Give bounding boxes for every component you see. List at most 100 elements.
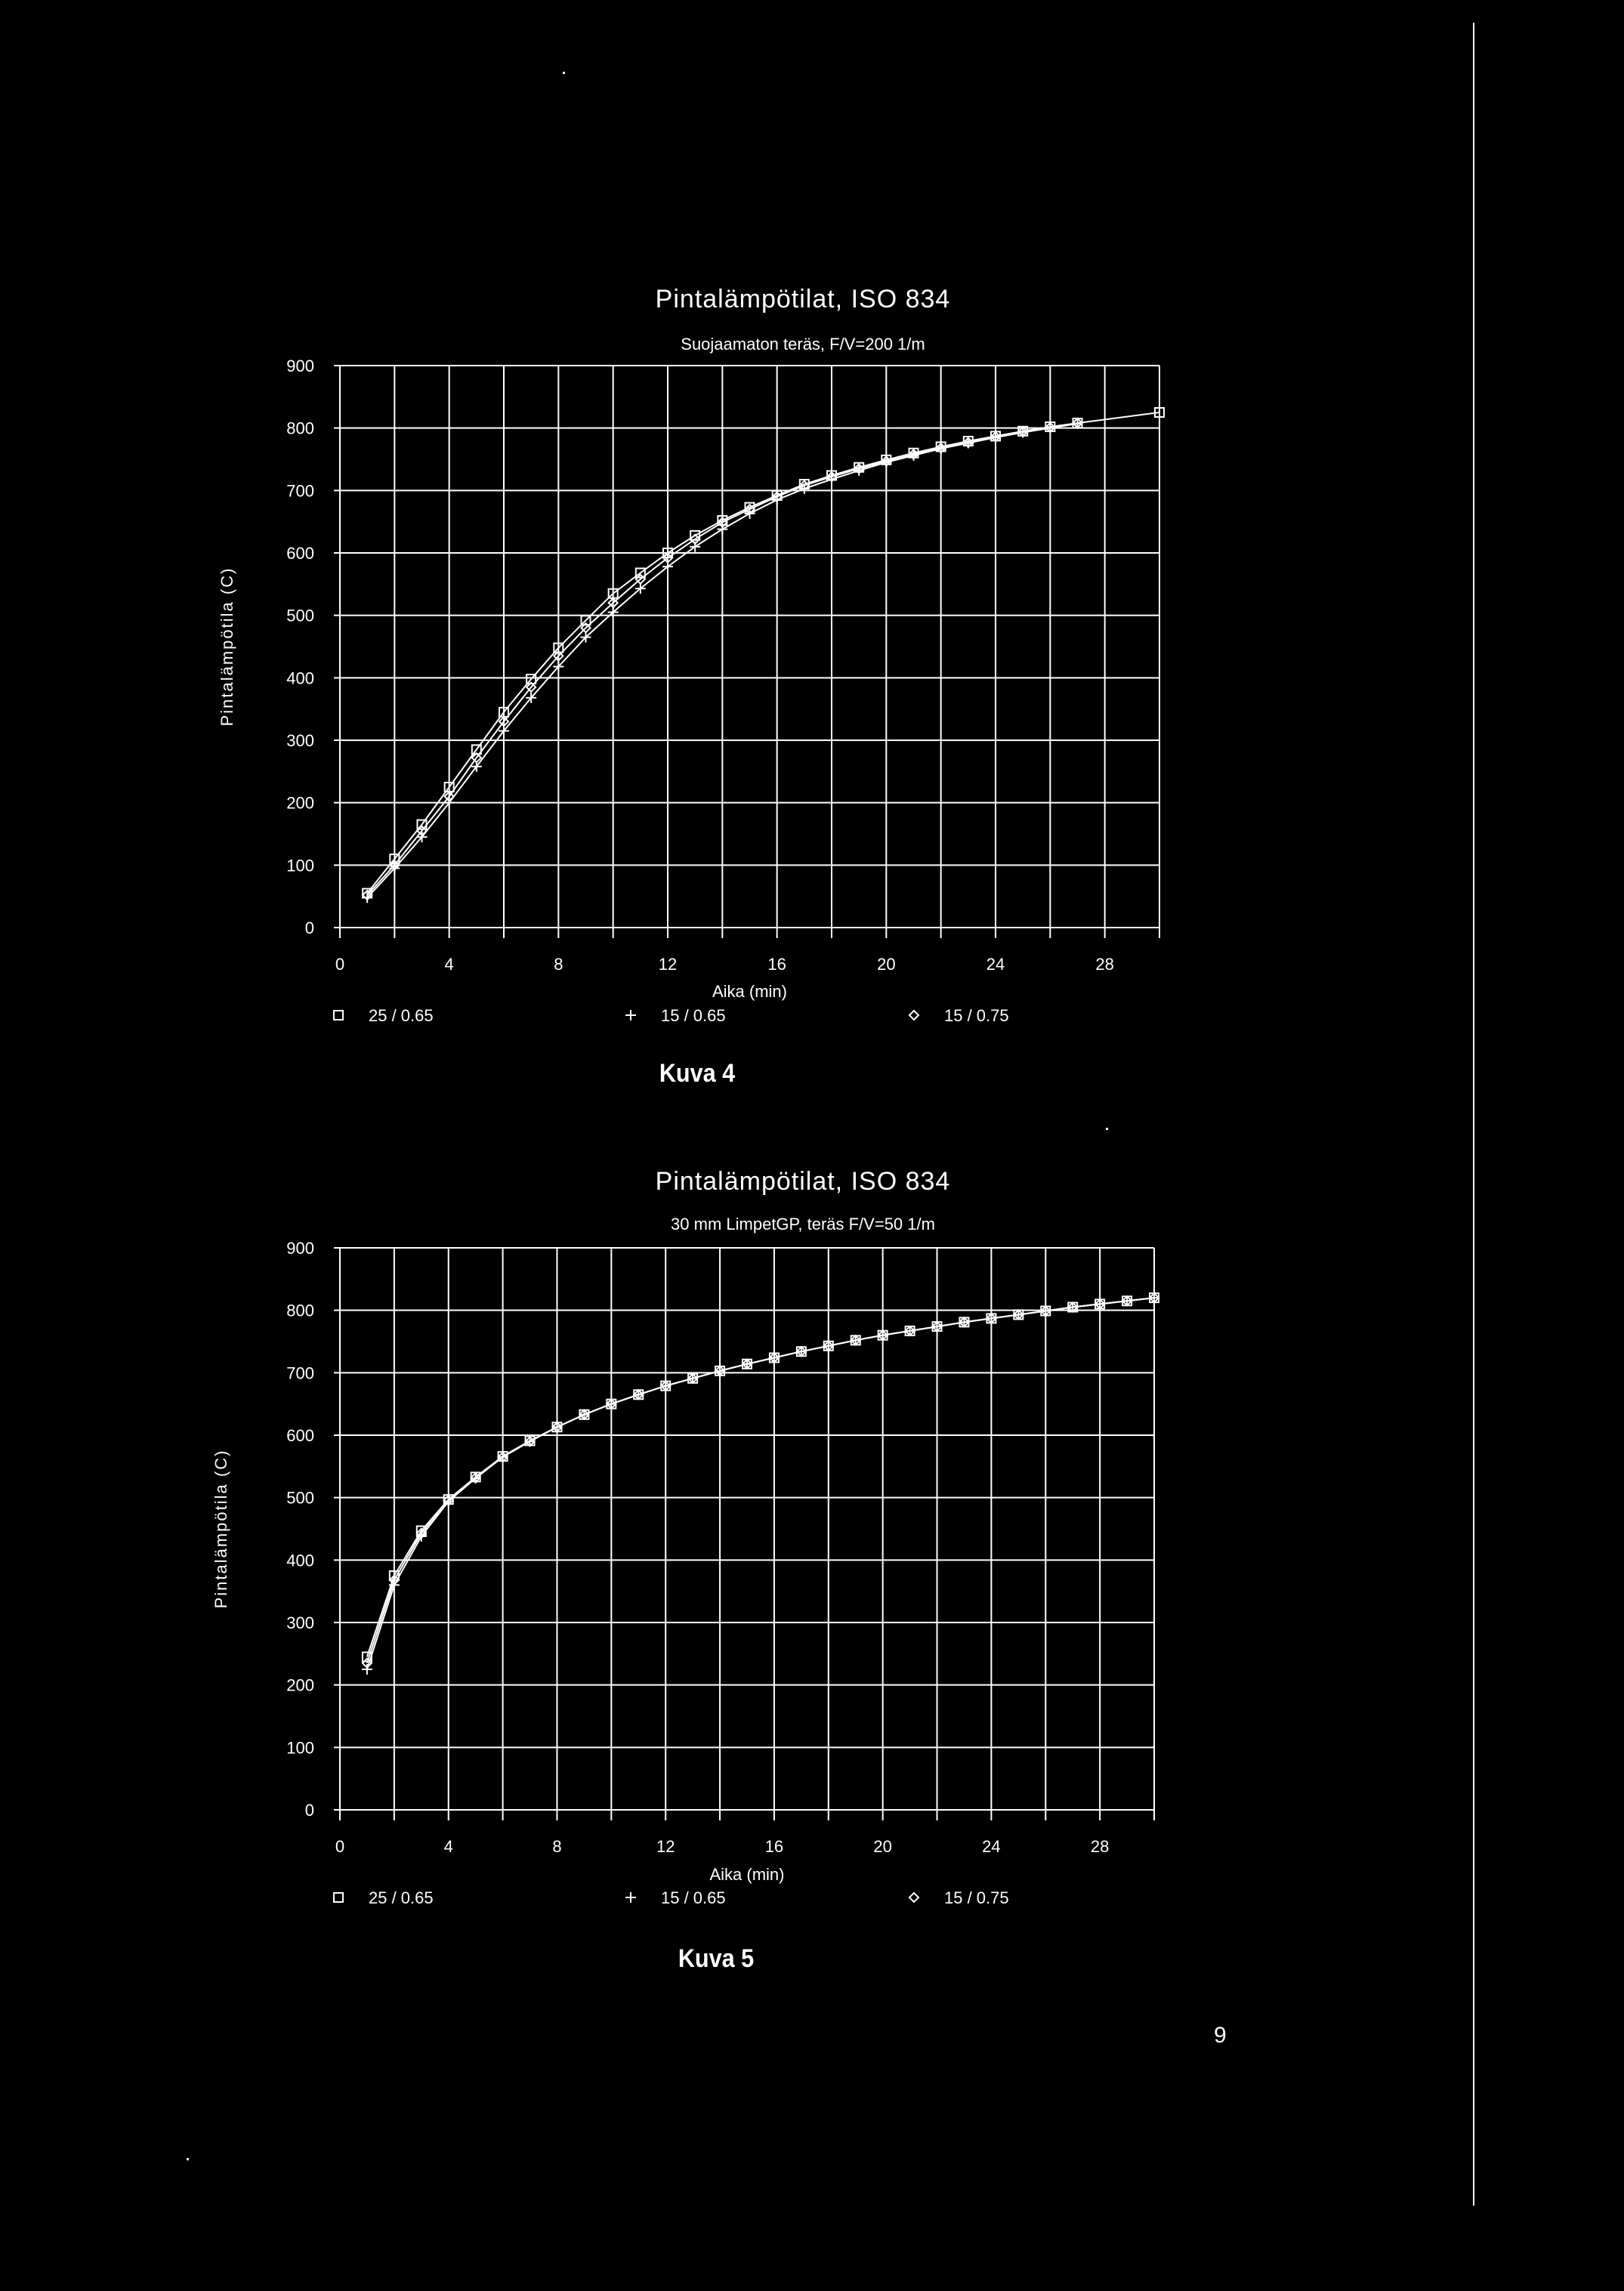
legend-item: 15 / 0.75: [908, 1006, 1009, 1025]
data-point: [605, 1398, 617, 1410]
x-tick-label: 0: [335, 1837, 344, 1856]
data-point: [607, 597, 619, 609]
series-line: [366, 1297, 1155, 1670]
data-point: [525, 681, 537, 693]
data-point: [877, 1329, 889, 1342]
legend-label: 15 / 0.75: [944, 1888, 1009, 1907]
data-point: [880, 455, 892, 467]
x-tick-label: 8: [552, 1837, 561, 1856]
y-tick-label: 800: [286, 419, 314, 438]
chart-kuva-4: Pintalämpötilat, ISO 834 Suojaamaton terä…: [218, 285, 1165, 1025]
data-point: [850, 1334, 862, 1346]
chart-title: Pintalämpötilat, ISO 834: [656, 285, 951, 313]
series-line: [366, 412, 1160, 894]
data-point: [1012, 1309, 1024, 1320]
data-point: [1067, 1301, 1079, 1313]
data-point: [498, 715, 510, 727]
legend-item: 25 / 0.65: [333, 1006, 434, 1025]
y-tick-label: 400: [286, 1551, 314, 1570]
data-point: [361, 1657, 373, 1669]
data-point: [741, 1358, 753, 1370]
x-tick-label: 24: [986, 955, 1005, 974]
data-point: [388, 1574, 400, 1586]
x-tick-label: 28: [1095, 955, 1113, 974]
y-tick-label: 200: [286, 1676, 314, 1695]
data-point: [1154, 407, 1165, 418]
x-tick-label: 16: [765, 1837, 783, 1856]
y-tick-label: 100: [286, 1738, 314, 1757]
chart-kuva-5: Pintalämpötilat, ISO 834 30 mm LimpetGP, …: [211, 1167, 1160, 1907]
data-point: [959, 1316, 970, 1328]
data-point: [714, 1365, 726, 1377]
data-point: [607, 607, 619, 618]
y-tick-label: 300: [286, 1613, 314, 1632]
data-point: [795, 1345, 807, 1357]
y-tick-label: 800: [286, 1301, 314, 1320]
x-tick-label: 4: [444, 1837, 453, 1856]
y-axis-label: Pintalämpötila (C): [218, 567, 236, 727]
legend-label: 15 / 0.65: [661, 1888, 726, 1907]
series-diamond: [361, 417, 1083, 901]
data-point: [416, 825, 428, 837]
y-tick-label: 500: [286, 607, 314, 625]
y-tick-label: 900: [286, 357, 314, 375]
y-tick-label: 300: [286, 731, 314, 750]
legend-item: 15 / 0.65: [625, 1888, 726, 1907]
y-tick-label: 400: [286, 668, 314, 687]
series-diamond: [361, 1292, 1160, 1669]
legend-item: 15 / 0.75: [908, 1888, 1009, 1907]
y-tick-label: 600: [286, 544, 314, 563]
series-square: [361, 1292, 1159, 1663]
chart-subtitle: 30 mm LimpetGP, teräs F/V=50 1/m: [671, 1215, 935, 1233]
data-point: [1044, 421, 1056, 434]
data-point: [1094, 1298, 1106, 1310]
legend-label: 25 / 0.65: [369, 1888, 434, 1907]
legend-item: 15 / 0.65: [625, 1006, 726, 1025]
data-point: [904, 1325, 916, 1337]
y-tick-label: 0: [305, 919, 314, 937]
legend-label: 15 / 0.75: [944, 1006, 1009, 1025]
chart-grid: [334, 1247, 1155, 1820]
legend-marker-square-icon: [333, 1010, 344, 1020]
legend-item: 25 / 0.65: [333, 1888, 434, 1907]
data-point: [908, 448, 919, 460]
data-point: [578, 1409, 590, 1421]
x-tick-label: 8: [554, 955, 563, 974]
x-tick-label: 4: [445, 955, 454, 974]
data-point: [361, 889, 373, 901]
chart-title: Pintalämpötilat, ISO 834: [656, 1167, 951, 1196]
legend-marker-square-icon: [333, 1892, 344, 1903]
legend-label: 25 / 0.65: [369, 1006, 434, 1025]
chart-grid: [334, 365, 1160, 938]
legend-marker-plus-icon: [625, 1892, 636, 1903]
data-point: [551, 1421, 563, 1433]
data-point: [632, 1388, 644, 1400]
data-point: [443, 797, 455, 808]
data-point: [580, 615, 591, 626]
x-tick-label: 24: [982, 1837, 1000, 1856]
data-point: [744, 503, 755, 515]
series-plus: [361, 1292, 1159, 1675]
data-point: [470, 1471, 482, 1484]
y-tick-label: 100: [286, 856, 314, 875]
x-tick-label: 12: [656, 1837, 675, 1856]
y-tick-label: 700: [286, 481, 314, 500]
data-point: [935, 442, 947, 454]
data-point: [388, 859, 400, 871]
y-tick-label: 0: [305, 1801, 314, 1820]
data-point: [580, 631, 591, 643]
data-point: [361, 1664, 372, 1675]
series-line: [366, 1297, 1155, 1657]
figure-caption-kuva-5: Kuva 5: [678, 1944, 755, 1973]
data-point: [687, 1372, 699, 1385]
data-point: [826, 474, 837, 485]
y-tick-label: 700: [286, 1363, 314, 1382]
series-line: [366, 1297, 1155, 1664]
data-point: [443, 790, 455, 802]
scan-speck: [563, 72, 565, 74]
data-point: [771, 491, 783, 503]
legend-marker-diamond-icon: [908, 1891, 920, 1904]
data-point: [798, 480, 810, 492]
y-tick-label: 500: [286, 1489, 314, 1508]
data-point: [552, 650, 564, 662]
